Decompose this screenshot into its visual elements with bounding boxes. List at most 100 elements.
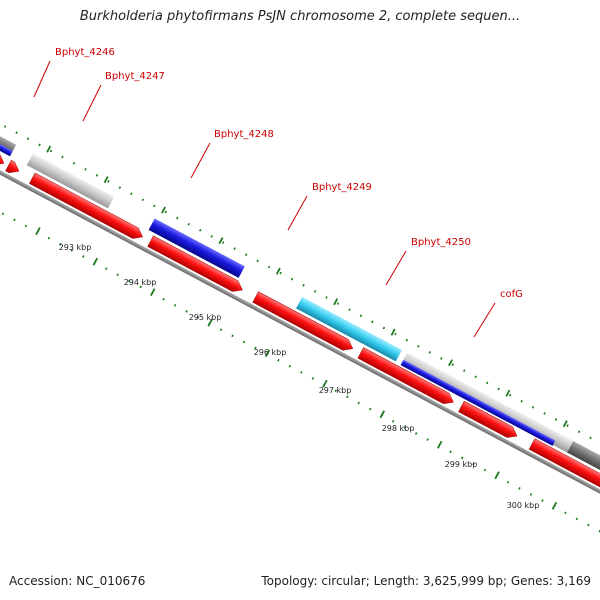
tick-dot-outer — [554, 418, 558, 421]
tick-dot-inner — [472, 462, 475, 466]
tick-dot-inner — [231, 334, 234, 338]
tick-dot-outer — [474, 375, 477, 379]
tick-mark-outer — [448, 359, 453, 367]
tick-mark-outer — [218, 237, 224, 245]
tick-dot-outer — [417, 344, 420, 348]
gene-block-blue[interactable] — [400, 359, 556, 446]
scale-label: 299 kbp — [445, 460, 478, 469]
cds-arrow-forward[interactable] — [29, 172, 145, 242]
tick-dot-outer — [577, 430, 581, 434]
tick-dot-inner — [334, 389, 338, 393]
tick-mark-outer — [333, 298, 339, 306]
scale-label: 300 kbp — [507, 501, 540, 510]
tick-dot-outer — [279, 271, 282, 275]
inner-tick-track — [1, 212, 600, 533]
tick-mark-inner — [494, 471, 500, 480]
tick-dot-inner — [1, 212, 5, 216]
tick-dot-outer — [313, 290, 317, 293]
tick-dot-inner — [185, 310, 188, 313]
tick-dot-outer — [440, 357, 443, 360]
gene-label[interactable]: Bphyt_4250 — [411, 237, 471, 248]
gene-track — [0, 128, 600, 513]
tick-dot-outer — [497, 387, 500, 391]
tick-dot-inner — [506, 480, 510, 484]
gene-leader-line — [190, 142, 211, 179]
tick-dot-outer — [199, 228, 202, 232]
tick-dot-outer — [508, 393, 512, 397]
tick-dot-outer — [38, 143, 41, 147]
gene-label[interactable]: Bphyt_4246 — [55, 47, 115, 58]
tick-mark-inner — [92, 257, 99, 266]
tick-dot-outer — [520, 399, 523, 403]
gene-block-gray[interactable] — [26, 153, 115, 209]
scale-label: 296 kbp — [254, 348, 287, 357]
scale-label: 298 kbp — [382, 424, 415, 433]
tick-dot-outer — [221, 241, 225, 244]
tick-mark-outer — [46, 145, 52, 153]
tick-dot-outer — [485, 381, 489, 385]
tick-dot-inner — [403, 426, 406, 429]
tick-dot-outer — [84, 167, 87, 171]
gene-block-blue[interactable] — [148, 218, 245, 278]
tick-dot-inner — [529, 493, 533, 496]
tick-dot-inner — [575, 517, 579, 521]
tick-dot-inner — [219, 328, 223, 332]
tick-mark-inner — [551, 501, 558, 510]
tick-dot-outer — [371, 320, 374, 324]
tick-mark-inner — [379, 410, 385, 419]
tick-dot-inner — [564, 511, 567, 515]
gene-label[interactable]: cofG — [500, 289, 523, 300]
gene-label[interactable]: Bphyt_4247 — [105, 71, 165, 82]
gene-leader-line — [82, 84, 102, 122]
map-title: Burkholderia phytofirmans PsJN chromosom… — [79, 9, 521, 24]
gene-block-dark[interactable] — [567, 440, 600, 499]
tick-mark-outer — [103, 176, 109, 184]
tick-dot-outer — [359, 314, 363, 318]
tick-dot-outer — [256, 259, 259, 263]
tick-dot-outer — [394, 332, 397, 336]
accession-label: Accession: NC_010676 — [9, 574, 146, 588]
cds-arrow-forward[interactable] — [528, 438, 600, 513]
tick-mark-inner — [207, 318, 213, 327]
tick-mark-outer — [161, 206, 166, 214]
cds-arrow-forward[interactable] — [357, 347, 456, 408]
outer-tick-track — [3, 125, 592, 440]
tick-dot-inner — [82, 255, 85, 258]
gene-block-blue[interactable] — [0, 134, 13, 157]
gene-leader-line — [473, 302, 496, 338]
cds-arrow-forward[interactable] — [5, 159, 22, 176]
gene-block-cyan[interactable] — [296, 296, 402, 362]
gene-label[interactable]: Bphyt_4248 — [214, 129, 274, 140]
tick-dot-inner — [196, 316, 200, 319]
tick-dot-outer — [336, 302, 340, 305]
tick-dot-inner — [483, 468, 487, 472]
tick-dot-outer — [531, 405, 535, 409]
tick-dot-outer — [95, 174, 99, 177]
tick-dot-inner — [105, 267, 108, 271]
label-layer: 293 kbp 294 kbp 295 kbp 296 kbp 297 kbp 298 k… — [55, 47, 539, 510]
tick-dot-inner — [254, 346, 257, 350]
gene-leader-line — [287, 195, 308, 231]
tick-dot-inner — [70, 249, 74, 252]
tick-dot-inner — [13, 218, 16, 222]
tick-dot-inner — [139, 285, 142, 289]
cds-arrow-forward[interactable] — [458, 400, 520, 441]
cds-arrow-forward[interactable] — [252, 291, 356, 354]
cds-arrow-forward[interactable] — [147, 235, 245, 295]
tick-dot-outer — [382, 326, 386, 330]
tick-mark-outer — [505, 389, 511, 397]
tick-dot-inner — [518, 487, 521, 490]
tick-dot-inner — [587, 523, 590, 527]
tick-mark-inner — [264, 349, 271, 358]
tick-dot-inner — [369, 407, 372, 411]
tick-mark-outer — [390, 328, 396, 336]
tick-mark-inner — [322, 379, 328, 388]
tick-mark-outer — [562, 420, 568, 428]
tick-dot-inner — [300, 371, 303, 374]
gene-label[interactable]: Bphyt_4249 — [312, 182, 372, 193]
tick-dot-inner — [346, 395, 349, 399]
tick-dot-inner — [391, 419, 395, 423]
tick-dot-outer — [244, 253, 248, 257]
